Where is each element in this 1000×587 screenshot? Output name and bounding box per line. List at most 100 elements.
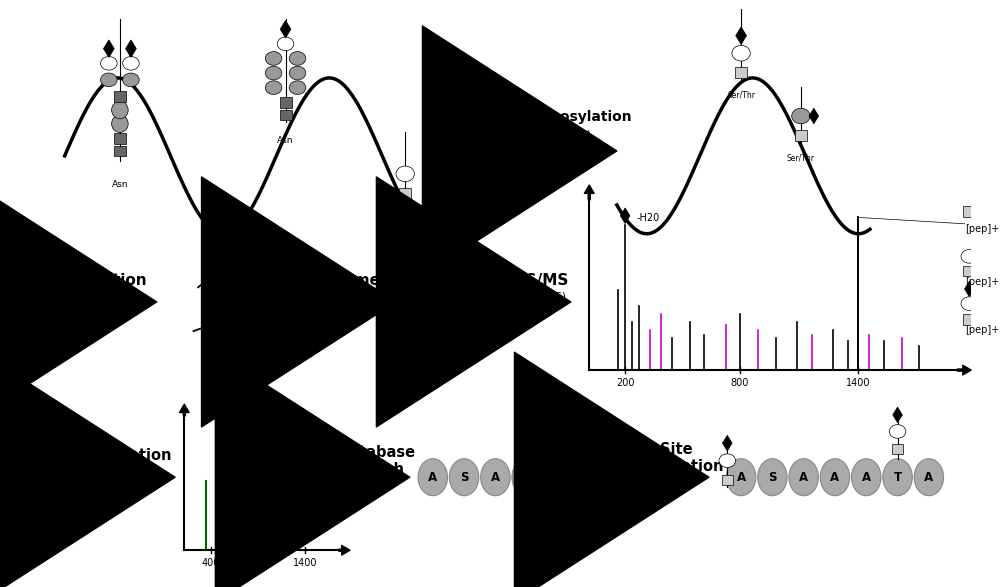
Ellipse shape — [606, 458, 635, 496]
Text: Asn: Asn — [112, 180, 128, 189]
Text: Site: Site — [660, 443, 693, 457]
Ellipse shape — [914, 458, 944, 496]
Text: A: A — [924, 471, 933, 484]
Text: Ser/Thr: Ser/Thr — [787, 153, 815, 162]
Text: Digestion: Digestion — [65, 273, 147, 288]
Text: (HILIC): (HILIC) — [330, 291, 370, 303]
Polygon shape — [809, 108, 819, 124]
Text: search: search — [349, 462, 404, 477]
Ellipse shape — [289, 66, 306, 80]
Ellipse shape — [758, 458, 787, 496]
Text: Deglycosylation: Deglycosylation — [40, 448, 172, 463]
Ellipse shape — [420, 256, 436, 270]
Bar — [735, 68, 747, 78]
Ellipse shape — [213, 251, 229, 265]
Text: 200: 200 — [616, 378, 634, 388]
Circle shape — [112, 115, 128, 133]
Ellipse shape — [719, 454, 736, 467]
Ellipse shape — [792, 108, 810, 124]
Text: S: S — [460, 471, 468, 484]
Text: Ser/Thr: Ser/Thr — [391, 213, 419, 222]
Text: A: A — [522, 471, 531, 484]
Ellipse shape — [449, 458, 479, 496]
Bar — [399, 188, 411, 198]
Text: A: A — [553, 471, 563, 484]
Text: A: A — [862, 471, 871, 484]
Polygon shape — [103, 40, 114, 58]
Text: A: A — [737, 471, 746, 484]
Bar — [963, 206, 975, 217]
Ellipse shape — [289, 81, 306, 95]
Text: [pep]+: [pep]+ — [965, 325, 999, 335]
Bar — [114, 146, 126, 156]
Ellipse shape — [277, 37, 294, 50]
Polygon shape — [455, 212, 464, 227]
Ellipse shape — [265, 52, 282, 65]
Ellipse shape — [289, 52, 306, 65]
Polygon shape — [280, 21, 291, 38]
Text: A: A — [799, 471, 808, 484]
Text: S: S — [768, 471, 777, 484]
Ellipse shape — [820, 458, 850, 496]
Ellipse shape — [852, 458, 881, 496]
Ellipse shape — [101, 56, 117, 70]
Bar — [280, 97, 292, 107]
Ellipse shape — [789, 458, 818, 496]
Text: (In silico): (In silico) — [79, 466, 133, 479]
Ellipse shape — [396, 166, 414, 181]
Polygon shape — [126, 40, 136, 58]
Bar — [114, 91, 126, 102]
Bar — [423, 274, 434, 284]
Bar — [963, 314, 975, 325]
Text: T: T — [585, 471, 593, 484]
Text: Enrichment: Enrichment — [301, 273, 399, 288]
Text: 800: 800 — [731, 378, 749, 388]
Text: Ser/Thr: Ser/Thr — [433, 237, 461, 246]
Text: 1400: 1400 — [293, 558, 317, 568]
Polygon shape — [472, 290, 480, 304]
Text: localization: localization — [629, 459, 724, 474]
Polygon shape — [216, 237, 226, 252]
Polygon shape — [271, 286, 280, 300]
Text: A: A — [491, 471, 500, 484]
Bar — [459, 292, 471, 302]
Bar — [441, 214, 453, 225]
Text: 800: 800 — [241, 558, 260, 568]
Text: 1400: 1400 — [846, 378, 871, 388]
Bar — [722, 475, 733, 485]
Bar — [963, 266, 975, 276]
Text: 400: 400 — [202, 558, 220, 568]
Bar — [280, 110, 292, 120]
Ellipse shape — [123, 56, 139, 70]
Polygon shape — [965, 281, 974, 297]
Ellipse shape — [961, 249, 978, 263]
Text: Asn: Asn — [277, 136, 294, 146]
Ellipse shape — [961, 297, 978, 311]
Text: Ser/Thr: Ser/Thr — [727, 90, 755, 99]
Polygon shape — [893, 407, 902, 423]
Bar — [795, 130, 807, 141]
Text: LC-MS/MS: LC-MS/MS — [484, 273, 569, 288]
Ellipse shape — [512, 458, 541, 496]
Bar — [216, 269, 227, 279]
Text: De-N-glycosylation: De-N-glycosylation — [485, 110, 633, 124]
Ellipse shape — [883, 458, 912, 496]
Text: A: A — [616, 471, 625, 484]
Text: (PNGase F): (PNGase F) — [526, 130, 591, 143]
Polygon shape — [723, 436, 732, 451]
Text: -H20: -H20 — [636, 212, 659, 222]
Ellipse shape — [732, 45, 750, 61]
Text: [pep]+: [pep]+ — [965, 276, 999, 286]
Ellipse shape — [101, 73, 117, 87]
Text: A: A — [830, 471, 840, 484]
Text: (Triple-TOF MS): (Triple-TOF MS) — [488, 292, 566, 302]
Ellipse shape — [265, 66, 282, 80]
Bar — [114, 133, 126, 144]
Polygon shape — [736, 27, 746, 45]
Circle shape — [112, 102, 128, 119]
Ellipse shape — [254, 271, 271, 284]
Ellipse shape — [575, 458, 604, 496]
Polygon shape — [423, 241, 433, 257]
Text: A: A — [428, 471, 437, 484]
Ellipse shape — [265, 81, 282, 95]
